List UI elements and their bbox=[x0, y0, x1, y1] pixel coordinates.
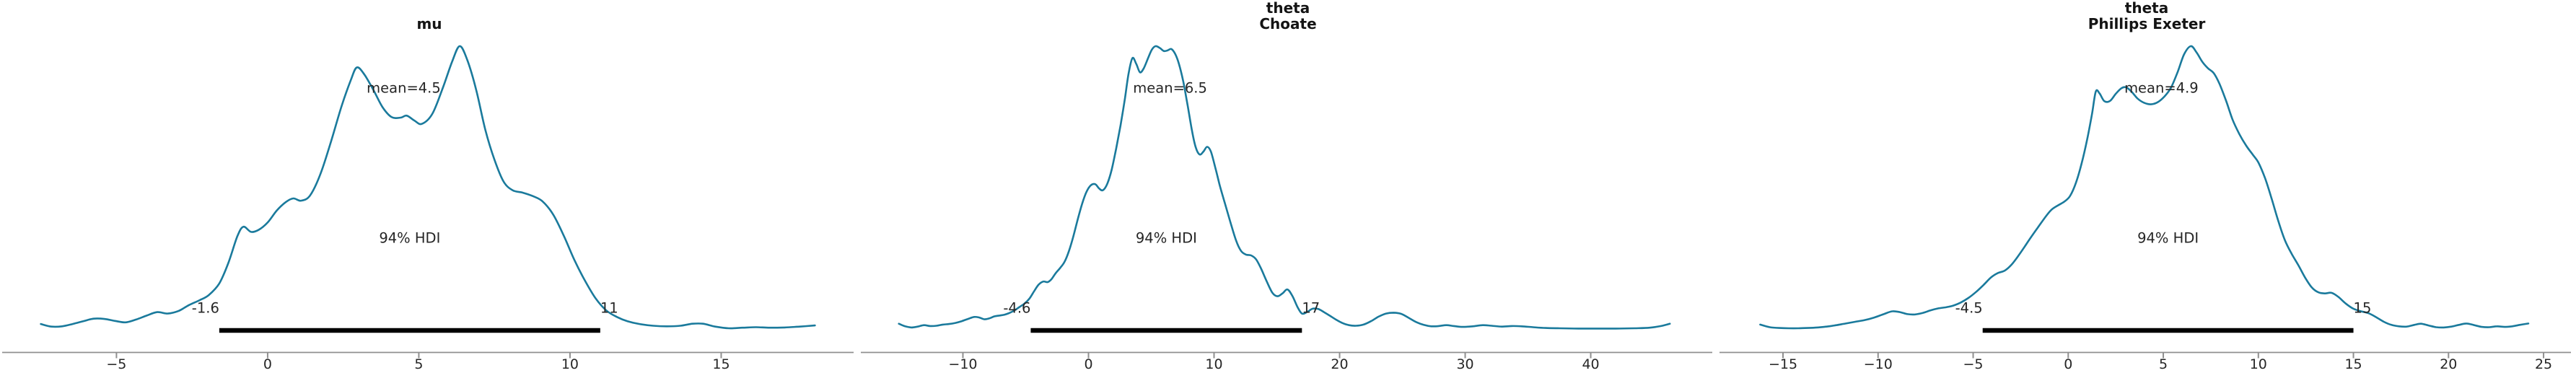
mean-label: mean=4.5 bbox=[367, 79, 441, 97]
kde-curve bbox=[40, 45, 816, 330]
x-tick-label: 0 bbox=[2064, 356, 2072, 372]
hdi-label: 94% HDI bbox=[2137, 229, 2199, 247]
x-tick-label: −5 bbox=[106, 356, 126, 372]
kde-plot-theta-phillips-exeter: −15 −10 −5 0 5 10 15 20 25 bbox=[1719, 45, 2571, 372]
plot-title-theta-phillips-exeter: theta Phillips Exeter bbox=[1717, 0, 2576, 32]
kde-curve bbox=[898, 45, 1671, 330]
x-tick-label: −10 bbox=[1864, 356, 1893, 372]
plot-title-line2: Phillips Exeter bbox=[2087, 15, 2206, 32]
kde-plot-mu: −5 0 5 10 15 bbox=[2, 45, 854, 372]
x-tick-label: 15 bbox=[2344, 356, 2362, 372]
kde-plot-theta-choate: −10 0 10 20 30 40 bbox=[861, 45, 1712, 372]
x-tick-label: 20 bbox=[1331, 356, 1348, 372]
plot-title-theta-choate: theta Choate bbox=[859, 0, 1717, 32]
x-tick-label: 5 bbox=[2159, 356, 2168, 372]
plot-title-line1: theta bbox=[1266, 0, 1310, 17]
x-tick-label: 5 bbox=[414, 356, 423, 372]
kde-curve bbox=[1759, 45, 2530, 330]
hdi-lower-bound: -4.6 bbox=[1003, 299, 1031, 317]
x-tick-label: 20 bbox=[2440, 356, 2457, 372]
plot-title-line1: theta bbox=[2124, 0, 2169, 17]
mean-label: mean=6.5 bbox=[1133, 79, 1207, 97]
x-tick-label: 0 bbox=[1084, 356, 1092, 372]
x-tick-label: −5 bbox=[1963, 356, 1984, 372]
plot-title-line2: Choate bbox=[1259, 15, 1317, 32]
hdi-label: 94% HDI bbox=[379, 229, 441, 247]
x-tick-label: 40 bbox=[1582, 356, 1599, 372]
hdi-upper-bound: 17 bbox=[1302, 299, 1320, 317]
x-tick-label: 0 bbox=[263, 356, 272, 372]
x-tick-label: 10 bbox=[561, 356, 579, 372]
hdi-upper-bound: 11 bbox=[600, 299, 618, 317]
hdi-label: 94% HDI bbox=[1135, 229, 1197, 247]
x-tick-label: 30 bbox=[1456, 356, 1473, 372]
hdi-upper-bound: 15 bbox=[2353, 299, 2372, 317]
panel-mu: −5 0 5 10 15 mu mean=4.5 94% HDI -1.6 11 bbox=[0, 0, 859, 373]
hdi-lower-bound: -4.5 bbox=[1955, 299, 1983, 317]
x-tick-label: 10 bbox=[2250, 356, 2267, 372]
plot-title-mu: mu bbox=[0, 0, 859, 32]
hdi-lower-bound: -1.6 bbox=[191, 299, 219, 317]
mean-label: mean=4.9 bbox=[2124, 79, 2199, 97]
plot-title-line1: mu bbox=[416, 15, 442, 32]
x-tick-label: −10 bbox=[948, 356, 977, 372]
x-tick-label: −15 bbox=[1769, 356, 1797, 372]
x-tick-label: 15 bbox=[712, 356, 730, 372]
panel-theta-choate: −10 0 10 20 30 40 theta Choate mean=6.5 94% H… bbox=[859, 0, 1717, 373]
x-tick-label: 25 bbox=[2535, 356, 2552, 372]
x-tick-label: 10 bbox=[1205, 356, 1222, 372]
panel-theta-phillips-exeter: −15 −10 −5 0 5 10 15 20 25 theta Phillips Exeter… bbox=[1717, 0, 2576, 373]
